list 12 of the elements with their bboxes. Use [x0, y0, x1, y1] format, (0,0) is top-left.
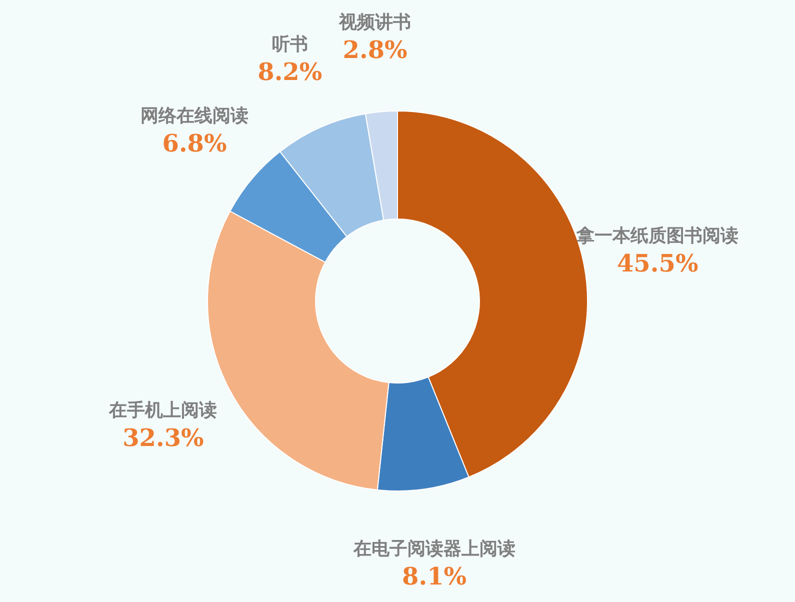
data-label: 32.3% [122, 422, 204, 452]
slice-label: 在电子阅读器上阅读 [352, 538, 516, 560]
slice-label: 听书 [272, 34, 308, 55]
data-label: 45.5% [616, 248, 698, 278]
data-label: 8.1% [402, 561, 467, 590]
data-label: 8.2% [258, 56, 322, 86]
data-label: 6.8% [162, 128, 227, 158]
slice-label: 视频讲书 [338, 12, 412, 33]
data-label: 2.8% [342, 34, 408, 64]
slice-label: 在手机上阅读 [108, 400, 218, 421]
slice-label: 网络在线阅读 [140, 106, 249, 127]
slice-label: 拿一本纸质图书阅读 [576, 225, 739, 246]
